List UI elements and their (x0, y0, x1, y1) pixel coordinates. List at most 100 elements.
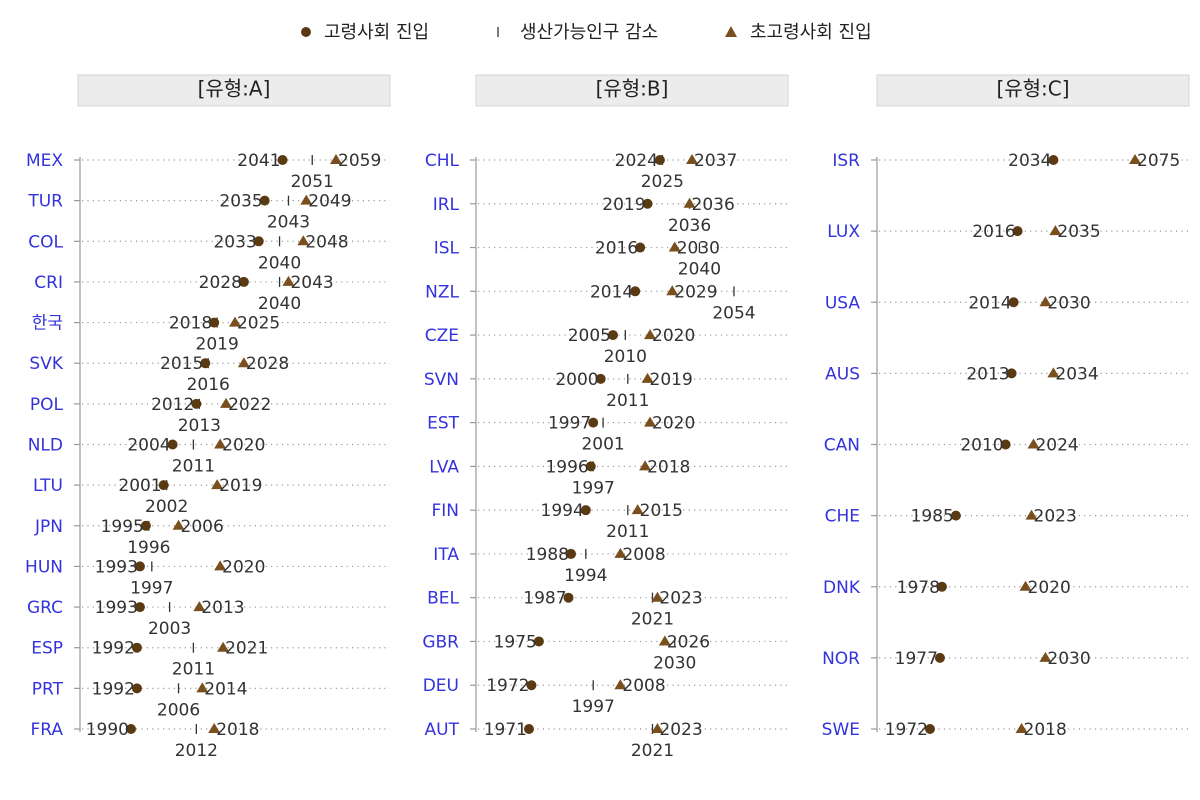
aged-year-label: 1972 (486, 676, 529, 696)
aged-dot-marker (140, 520, 151, 531)
decline-year-label: 2021 (631, 610, 674, 630)
aged-year-label: 2014 (590, 282, 633, 302)
aged-dot-marker (134, 561, 145, 572)
super-aged-triangle-marker (1047, 367, 1060, 378)
super-aged-year-label: 2008 (622, 676, 665, 696)
aged-dot-marker (200, 358, 211, 369)
aged-dot-marker (158, 480, 169, 491)
super-aged-year-label: 2020 (222, 436, 265, 456)
row-CRI: CRI 2040 2028 2043 (34, 273, 390, 314)
decline-year-label: 2040 (258, 253, 301, 273)
row-DEU: DEU 1997 1972 2008 (423, 676, 788, 717)
row-SVN: SVN 2011 2000 2019 (424, 370, 788, 411)
aged-dot-marker (607, 330, 618, 341)
aged-dot-marker (131, 642, 142, 653)
super-aged-triangle-marker (658, 635, 671, 646)
panel-header-c: [유형:C] (876, 74, 1190, 107)
decline-year-label: 2002 (145, 497, 188, 517)
aged-dot-marker (526, 680, 537, 691)
super-aged-year-label: 2034 (1055, 364, 1098, 384)
country-label: AUS (825, 364, 860, 384)
super-aged-triangle-marker (651, 723, 664, 733)
aged-dot-marker (635, 242, 646, 253)
panel-header-bg (876, 74, 1190, 107)
country-label: BEL (427, 589, 459, 609)
decline-year-label: 1997 (572, 478, 615, 498)
aged-year-label: 1993 (95, 557, 138, 577)
decline-year-label: 2036 (668, 216, 711, 236)
decline-year-label: 1997 (130, 578, 173, 598)
row-ISR: ISR 2034 2075 (832, 151, 1189, 171)
aged-dot-marker (642, 198, 653, 209)
legend-label-decline: 생산가능인구 감소 (520, 22, 658, 43)
country-label: LUX (827, 222, 860, 242)
super-aged-year-label: 2020 (652, 414, 695, 434)
country-label: DNK (823, 578, 861, 598)
super-aged-triangle-marker (1049, 225, 1062, 236)
super-aged-triangle-marker (214, 560, 227, 571)
super-aged-year-label: 2019 (650, 370, 693, 390)
decline-year-label: 2013 (178, 416, 221, 436)
super-aged-triangle-marker (172, 519, 185, 530)
super-aged-year-label: 2018 (647, 457, 690, 477)
super-aged-triangle-marker (683, 197, 696, 208)
aged-year-label: 1992 (92, 679, 135, 699)
super-aged-year-label: 2023 (659, 720, 702, 740)
legend-dot-marker (301, 27, 311, 37)
decline-year-label: 2011 (172, 660, 215, 680)
country-label: FIN (431, 501, 459, 521)
decline-year-label: 2011 (606, 391, 649, 411)
super-aged-year-label: 2048 (305, 232, 348, 252)
aged-dot-marker (925, 724, 935, 734)
super-aged-year-label: 2036 (692, 195, 735, 215)
aged-dot-marker (1012, 226, 1023, 237)
country-label: ITA (433, 545, 459, 565)
country-label: CHL (425, 151, 460, 171)
panel-header-bg (475, 74, 789, 107)
row-ESP: ESP 2011 1992 2021 (31, 639, 390, 680)
country-label: LTU (33, 476, 63, 496)
aged-year-label: 1990 (86, 720, 129, 740)
super-aged-triangle-marker (282, 275, 295, 286)
legend-label-aged: 고령사회 진입 (324, 22, 429, 43)
super-aged-year-label: 2019 (219, 476, 262, 496)
super-aged-year-label: 2059 (338, 151, 381, 171)
aged-dot-marker (134, 602, 145, 613)
super-aged-year-label: 2029 (674, 282, 717, 302)
aged-dot-marker (580, 505, 591, 516)
super-aged-triangle-marker (214, 438, 227, 449)
super-aged-triangle-marker (217, 641, 230, 652)
aged-dot-marker (253, 236, 264, 247)
decline-year-label: 2051 (291, 172, 334, 192)
row-SWE: SWE 1972 2018 (822, 720, 1189, 740)
aged-year-label: 2016 (595, 239, 638, 259)
super-aged-triangle-marker (330, 154, 342, 164)
aged-year-label: 1972 (885, 720, 928, 740)
super-aged-triangle-marker (193, 601, 206, 612)
super-aged-triangle-marker (1015, 723, 1028, 733)
country-label: GRC (27, 598, 63, 618)
country-label: USA (825, 293, 861, 313)
decline-year-label: 2030 (653, 653, 696, 673)
super-aged-triangle-marker (1019, 580, 1032, 591)
country-label: SWE (822, 720, 860, 740)
super-aged-triangle-marker (686, 154, 699, 164)
decline-year-label: 1996 (127, 538, 170, 558)
super-aged-year-label: 2008 (622, 545, 665, 565)
aged-dot-marker (934, 652, 945, 663)
country-label: CRI (34, 273, 63, 293)
super-aged-triangle-marker (614, 547, 627, 558)
super-aged-triangle-marker (300, 194, 313, 205)
aged-year-label: 2001 (118, 476, 161, 496)
country-label: EST (427, 414, 460, 434)
aged-dot-marker (259, 195, 270, 206)
